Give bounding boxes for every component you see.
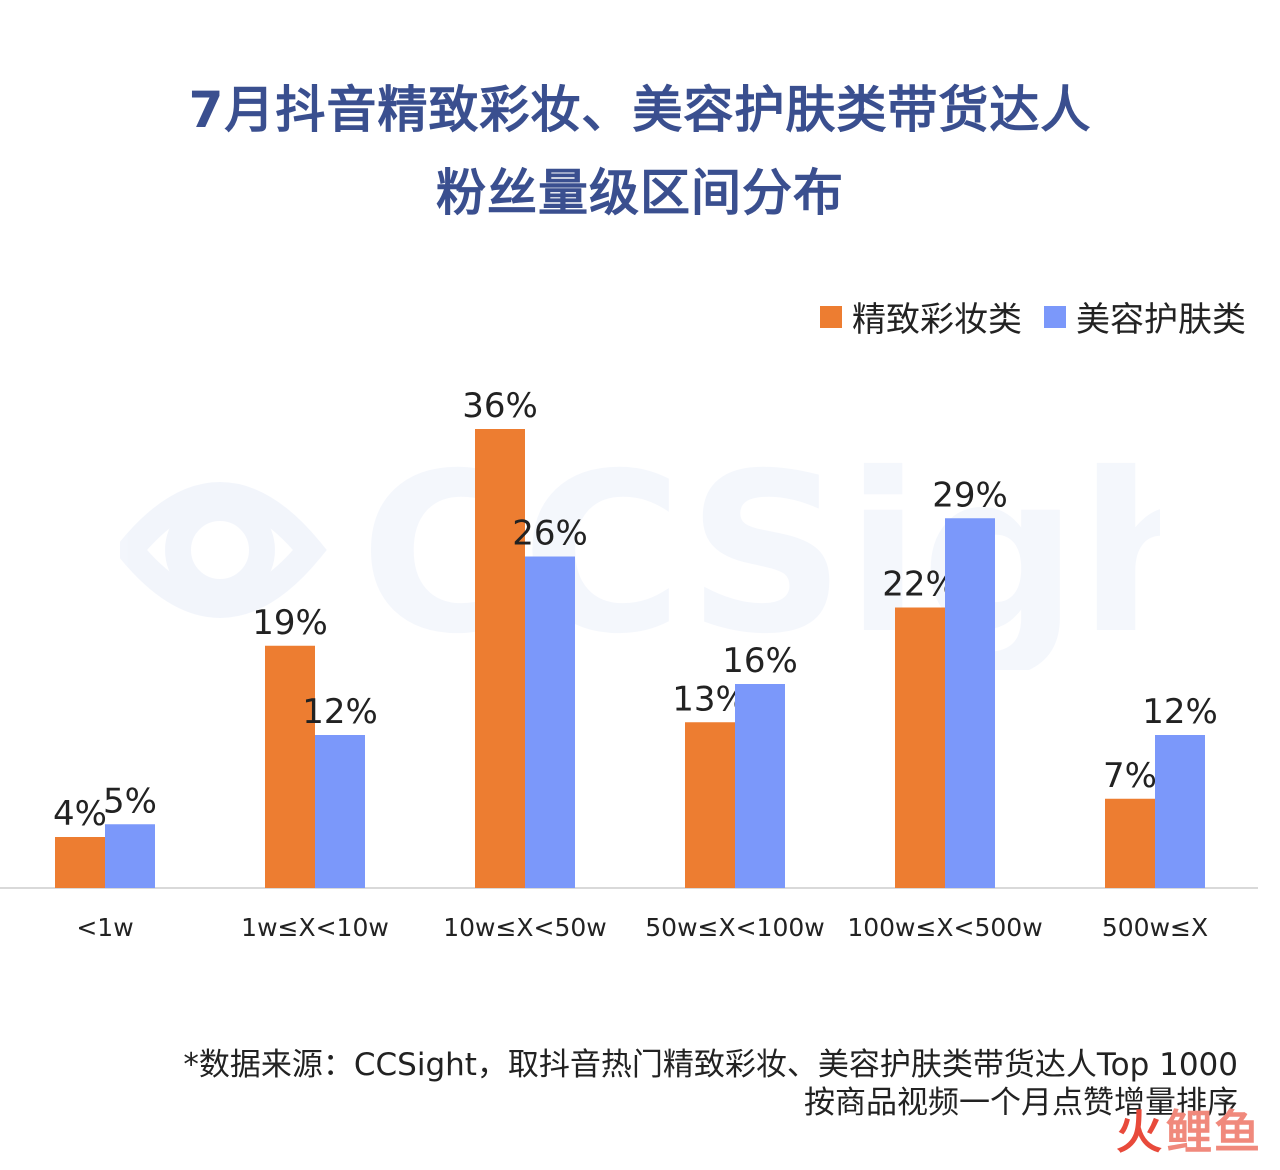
data-label-series-2-6: 12% (1142, 692, 1218, 732)
bar-series-2-6 (1155, 735, 1205, 888)
bar-series-1-5 (895, 607, 945, 888)
legend-item-series-1: 精致彩妆类 (820, 292, 1022, 341)
data-label-series-2-5: 29% (932, 475, 1008, 515)
bar-series-1-6 (1105, 798, 1155, 888)
bar-series-1-3 (475, 429, 525, 888)
bar-series-2-1 (105, 824, 155, 888)
bar-series-2-3 (525, 556, 575, 888)
chart-title-line-2: 粉丝量级区间分布 (436, 164, 844, 222)
legend-item-series-2: 美容护肤类 (1044, 292, 1246, 341)
legend-swatch-series-1 (820, 305, 842, 328)
bar-series-2-5 (945, 518, 995, 888)
data-label-series-1-2: 19% (252, 603, 328, 643)
data-label-series-2-3: 26% (512, 514, 588, 554)
data-label-series-1-1: 4% (53, 794, 107, 834)
footnote-line-1: *数据来源：CCSight，取抖音热门精致彩妆、美容护肤类带货达人Top 100… (183, 1047, 1238, 1083)
footnote-line-2: 按商品视频一个月点赞增量排序 (804, 1085, 1238, 1121)
category-label-2: 1w≤X<10w (241, 913, 389, 942)
bar-series-1-1 (55, 837, 105, 888)
legend: 精致彩妆类 美容护肤类 (798, 292, 1246, 341)
brand-logo-part-1: 火 (1116, 1105, 1164, 1159)
category-label-6: 500w≤X (1102, 913, 1208, 942)
category-label-3: 10w≤X<50w (443, 913, 607, 942)
bar-series-1-2 (265, 645, 315, 888)
brand-logo: 火 鲤鱼 (1116, 1096, 1262, 1162)
data-label-series-1-3: 36% (462, 386, 538, 426)
bar-series-2-2 (315, 735, 365, 888)
legend-label-series-2: 美容护肤类 (1076, 300, 1246, 340)
data-label-series-2-1: 5% (103, 781, 157, 821)
category-label-1: <1w (76, 913, 133, 942)
legend-swatch-series-2 (1044, 305, 1066, 328)
bar-series-1-4 (685, 722, 735, 888)
chart-title-line-1: 7月抖音精致彩妆、美容护肤类带货达人 (188, 81, 1092, 139)
legend-label-series-1: 精致彩妆类 (852, 300, 1022, 340)
data-label-series-2-4: 16% (722, 641, 798, 681)
category-label-5: 100w≤X<500w (847, 913, 1042, 942)
brand-logo-part-2: 鲤鱼 (1166, 1105, 1262, 1159)
bar-series-2-4 (735, 684, 785, 888)
category-label-4: 50w≤X<100w (645, 913, 824, 942)
data-label-series-2-2: 12% (302, 692, 378, 732)
data-label-series-1-6: 7% (1103, 756, 1157, 796)
footnote: *数据来源：CCSight，取抖音热门精致彩妆、美容护肤类带货达人Top 100… (183, 1046, 1238, 1122)
